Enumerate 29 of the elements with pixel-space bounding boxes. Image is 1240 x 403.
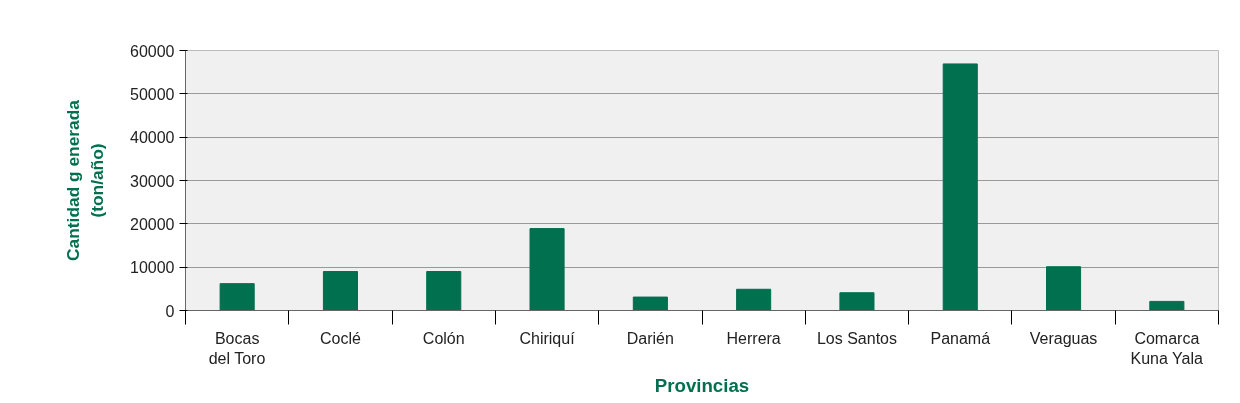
bar bbox=[839, 292, 875, 311]
bar bbox=[1046, 266, 1082, 311]
bar bbox=[426, 271, 462, 311]
x-tick-label: Panamá bbox=[930, 329, 991, 347]
bar bbox=[219, 283, 255, 311]
x-tick-label: Veraguas bbox=[1029, 329, 1098, 347]
x-tick-label: Bocas del Toro bbox=[208, 329, 266, 367]
x-tick-label: Herrera bbox=[726, 329, 781, 347]
y-axis-title: Cantidad g enerada (ton/año) bbox=[63, 99, 108, 261]
bar bbox=[942, 63, 978, 311]
y-tick-label: 10000 bbox=[130, 259, 175, 277]
y-tick-label: 30000 bbox=[130, 172, 175, 190]
y-tick-label: 0 bbox=[165, 302, 175, 320]
x-tick-label: Darién bbox=[626, 329, 674, 347]
x-tick-label: Coclé bbox=[320, 329, 361, 347]
y-tick-label: 60000 bbox=[130, 42, 175, 60]
bar bbox=[1149, 300, 1185, 311]
x-axis-title: Provincias bbox=[654, 374, 750, 396]
bar bbox=[322, 271, 358, 311]
x-tick-label: Colón bbox=[422, 329, 465, 347]
x-tick-label: Chiriquí bbox=[519, 329, 576, 347]
y-tick-label: 40000 bbox=[130, 129, 175, 147]
y-tick-label: 50000 bbox=[130, 85, 175, 103]
x-tick-label: Los Santos bbox=[816, 329, 897, 347]
y-tick-label: 20000 bbox=[130, 215, 175, 233]
x-tick-label: Comarca Kuna Yala bbox=[1130, 329, 1203, 367]
bar bbox=[632, 296, 668, 311]
bar bbox=[736, 288, 772, 311]
bar bbox=[529, 228, 565, 311]
